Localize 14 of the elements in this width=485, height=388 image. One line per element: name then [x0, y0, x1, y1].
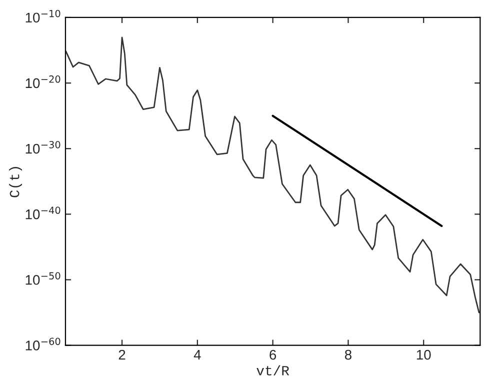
x-tick-label: 10 [416, 350, 431, 360]
line-series [65, 36, 480, 314]
x-tick-label: 6 [270, 350, 276, 360]
y-tick-label: 10$^{−30}$ [26, 141, 60, 154]
y-axis-title: C(t) [9, 167, 22, 198]
y-tick-label: 10$^{−50}$ [26, 272, 60, 285]
x-tick-label: 8 [344, 350, 352, 360]
y-tick-label: 10$^{−60}$ [26, 338, 60, 350]
y-tick-label: 10$^{−10}$ [26, 10, 60, 23]
x-tick-label: 2 [118, 350, 126, 360]
y-tick-label: 10$^{−20}$ [26, 75, 60, 88]
y-tick-label: 10$^{−40}$ [26, 206, 60, 220]
x-axis-title: vt/R [256, 365, 290, 376]
x-tick-label: 4 [194, 350, 201, 360]
